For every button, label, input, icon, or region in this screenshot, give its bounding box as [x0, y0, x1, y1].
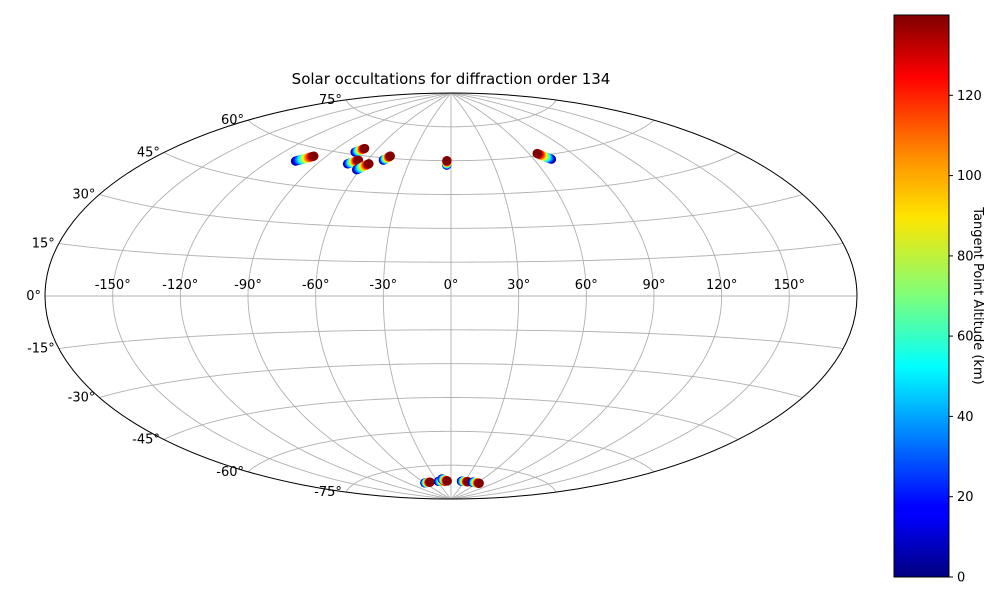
latitude-tick-label: -75°	[314, 485, 342, 500]
occultation-point	[364, 159, 374, 169]
colorbar-tick-label: 20	[957, 490, 974, 505]
latitude-tick-label: 45°	[137, 146, 160, 161]
colorbar-gradient	[893, 14, 950, 578]
parallel-line	[99, 194, 803, 229]
occultation-point	[474, 478, 484, 488]
latitude-tick-label: 15°	[32, 237, 55, 252]
colorbar-tick-label: 80	[957, 249, 974, 264]
longitude-tick-label: -150°	[95, 278, 131, 293]
longitude-tick-label: -30°	[369, 278, 397, 293]
parallel-line	[345, 99, 557, 128]
parallel-line	[163, 397, 739, 440]
occultation-point	[442, 476, 452, 486]
parallel-line	[163, 152, 739, 195]
longitude-tick-label: 120°	[706, 278, 737, 293]
latitude-tick-label: -45°	[132, 433, 160, 448]
occultation-point	[532, 148, 542, 159]
latitude-tick-labels: -75° -60° -45° -30° -15° 0° 15° 30° 45° 60° 75°	[26, 93, 342, 500]
longitude-tick-label: 90°	[642, 278, 665, 293]
parallel-line	[247, 430, 655, 473]
longitude-tick-label: 0°	[444, 278, 459, 293]
occultation-point	[360, 143, 370, 154]
grid-lines	[45, 93, 857, 499]
colorbar-label: Tangent Point Altitude (km)	[970, 206, 985, 384]
colorbar-ticks: 0 20 40 60 80 100 120	[949, 89, 982, 586]
longitude-tick-label: 60°	[575, 278, 598, 293]
longitude-tick-label: 150°	[774, 278, 805, 293]
occultation-points	[290, 143, 557, 488]
parallel-line	[99, 363, 803, 398]
latitude-tick-label: 75°	[319, 93, 342, 108]
occultation-point	[309, 151, 319, 161]
longitude-tick-labels: -150° -120° -90° -60° -30° 0° 30° 60° 90° 120° 150…	[95, 278, 805, 293]
chart-title: Solar occultations for diffraction order…	[292, 70, 611, 88]
latitude-tick-label: 60°	[221, 113, 244, 128]
longitude-tick-label: -60°	[302, 278, 330, 293]
longitude-tick-label: -90°	[234, 278, 262, 293]
parallel-line	[345, 464, 557, 493]
latitude-tick-label: -60°	[216, 465, 244, 480]
colorbar-tick-label: 40	[957, 410, 974, 425]
longitude-tick-label: -120°	[162, 278, 198, 293]
colorbar-tick-label: 120	[957, 89, 982, 104]
longitude-tick-label: 30°	[507, 278, 530, 293]
latitude-tick-label: 30°	[72, 188, 95, 203]
occultation-point	[385, 151, 395, 161]
colorbar-tick-label: 0	[957, 571, 965, 586]
map-boundary	[44, 92, 858, 500]
parallel-line	[58, 243, 844, 263]
latitude-tick-label: -15°	[27, 342, 55, 357]
latitude-tick-label: -30°	[68, 391, 96, 406]
latitude-tick-label: 0°	[26, 289, 41, 304]
colorbar-tick-label: 60	[957, 330, 974, 345]
colorbar-tick-label: 100	[957, 169, 982, 184]
colorbar: 0 20 40 60 80 100 120 Tangent Point Altitude (…	[893, 14, 985, 586]
occultation-point	[425, 477, 435, 487]
occultation-point	[353, 155, 364, 165]
occultation-point	[442, 156, 452, 166]
parallel-line	[58, 329, 844, 349]
